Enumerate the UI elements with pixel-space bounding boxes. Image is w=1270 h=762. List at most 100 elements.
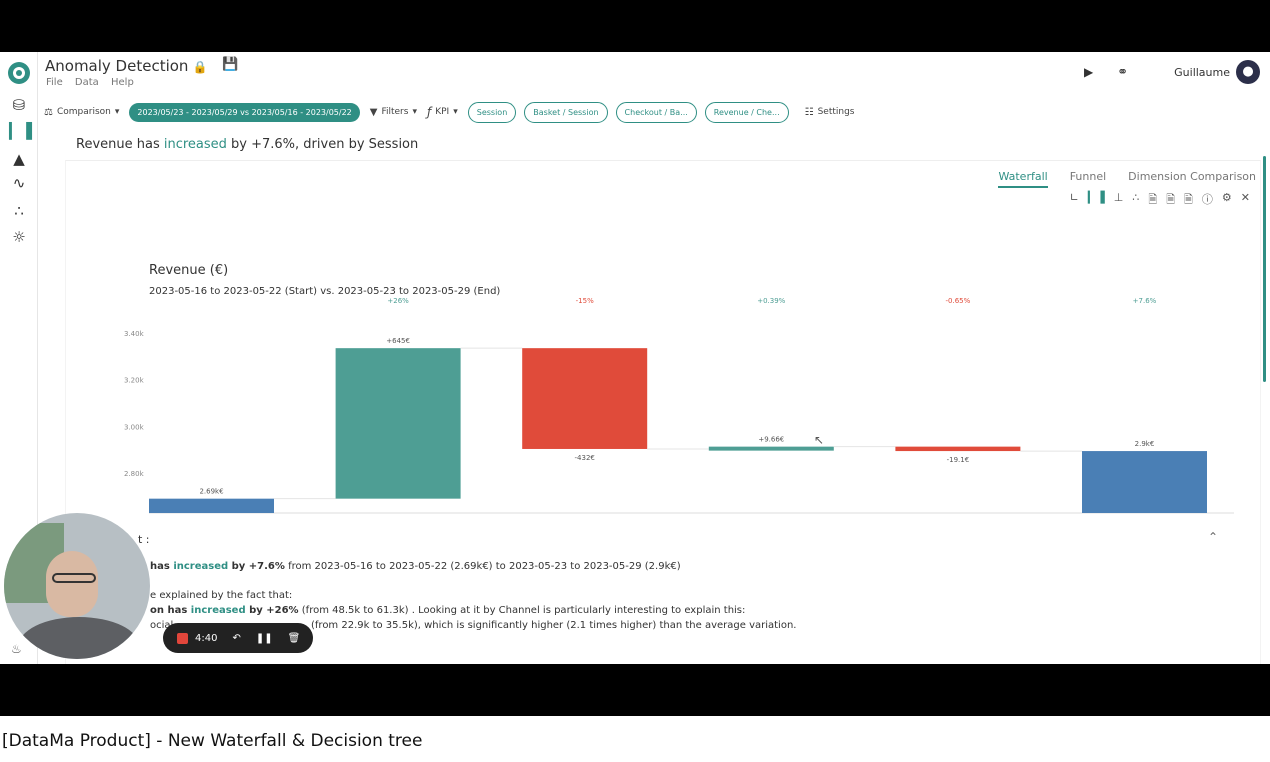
bar-value-label: +9.66€ bbox=[758, 436, 784, 444]
pause-icon[interactable]: ❚❚ bbox=[255, 632, 273, 644]
app-title: Anomaly Detection 🔒 bbox=[45, 57, 207, 75]
view-tabs: Waterfall Funnel Dimension Comparison bbox=[976, 170, 1256, 188]
scatter-icon[interactable]: ∴ bbox=[14, 202, 24, 220]
info-icon[interactable]: ⓘ bbox=[1201, 193, 1213, 206]
comparison-dropdown[interactable]: ⚖ Comparison ▾ bbox=[44, 107, 119, 118]
histogram-icon[interactable]: ▲ bbox=[13, 150, 25, 168]
download-icon[interactable]: 🗎 bbox=[1184, 193, 1193, 206]
webcam-person-body bbox=[18, 617, 140, 659]
kpi-dropdown[interactable]: ƒ KPI ▾ bbox=[427, 105, 458, 119]
database-icon[interactable]: ⛁ bbox=[12, 96, 26, 114]
function-icon: ƒ bbox=[426, 105, 432, 119]
filters-label: Filters bbox=[381, 107, 409, 117]
page-headline: Revenue has increased by +7.6%, driven b… bbox=[76, 137, 418, 152]
bar-value-label: -19.1€ bbox=[947, 456, 970, 464]
user-name[interactable]: Guillaume bbox=[1174, 65, 1230, 79]
tab-funnel[interactable]: Funnel bbox=[1069, 170, 1107, 183]
bar-total bbox=[149, 498, 274, 513]
bar-up bbox=[335, 348, 461, 499]
bar-pct-label: +7.6% bbox=[1133, 297, 1157, 305]
bell-icon[interactable]: ♨ bbox=[11, 642, 22, 656]
record-time: 4:40 bbox=[195, 632, 218, 644]
chevron-up-icon[interactable]: ⌃ bbox=[1207, 530, 1218, 544]
main-content: Revenue has increased by +7.6%, driven b… bbox=[38, 128, 1270, 664]
trash-icon[interactable]: 🗑 bbox=[287, 632, 301, 644]
analysis-line-3-rest: (from 48.5k to 61.3k) . Looking at it by… bbox=[298, 605, 746, 616]
analysis-line-1-pre: has bbox=[150, 561, 174, 572]
close-icon[interactable]: ✕ bbox=[1240, 191, 1250, 204]
top-right-controls: ▶ ⚭ Guillaume ● bbox=[1084, 60, 1260, 84]
analysis-line-3-verb: increased bbox=[190, 605, 246, 616]
analysis-line-1-pct: by +7.6% bbox=[228, 561, 285, 572]
waterfall-icon[interactable]: ▎▐ bbox=[9, 122, 33, 140]
filter-icon: ▼ bbox=[369, 106, 378, 118]
analysis-line-1-verb: increased bbox=[173, 561, 229, 572]
chart-card bbox=[65, 160, 1261, 664]
analysis-line-4b: (from 22.9k to 35.5k), which is signific… bbox=[311, 620, 797, 631]
bar-pct-label: -15% bbox=[576, 297, 594, 305]
menu-data[interactable]: Data bbox=[74, 77, 99, 88]
axis-icon[interactable]: ∟ bbox=[1069, 191, 1079, 204]
bar-pct-label: +0.39% bbox=[757, 297, 785, 305]
webcam-glasses bbox=[52, 573, 96, 583]
scale-icon: ⚖ bbox=[44, 106, 53, 118]
kpi-pill-session[interactable]: Session bbox=[467, 101, 517, 123]
headline-prefix: Revenue has bbox=[76, 137, 164, 152]
sliders-icon: ☷ bbox=[804, 106, 814, 118]
bar-pct-label: +26% bbox=[387, 297, 409, 305]
avatar[interactable]: ● bbox=[1236, 60, 1260, 84]
line-chart-icon[interactable]: ∿ bbox=[12, 174, 26, 192]
analysis-line-3-pre: on has bbox=[150, 605, 191, 616]
recording-controls: 4:40 ↶ ❚❚ 🗑 bbox=[163, 623, 313, 653]
kpi-pill-basket-session[interactable]: Basket / Session bbox=[524, 101, 608, 123]
mouse-cursor-icon: ↖ bbox=[814, 433, 825, 447]
export-icon[interactable]: 🗎 bbox=[1166, 193, 1176, 206]
datama-logo-icon[interactable] bbox=[8, 62, 30, 84]
headline-verb: increased bbox=[163, 137, 227, 152]
y-tick-label: 3.20k bbox=[124, 377, 145, 385]
waterfall-chart: Revenue (€) 2023-05-16 to 2023-05-22 (Sta… bbox=[124, 263, 1234, 514]
bar-value-label: 2.9k€ bbox=[1135, 440, 1155, 448]
bar-down bbox=[522, 348, 648, 449]
filters-dropdown[interactable]: ▼ Filters ▾ bbox=[370, 107, 417, 118]
bar-value-label: +645€ bbox=[386, 337, 410, 345]
y-tick-label: 2.80k bbox=[124, 470, 145, 478]
bug-icon[interactable]: ☼ bbox=[12, 228, 26, 246]
analysis-line-2: e explained by the fact that: bbox=[150, 590, 293, 601]
analysis-line-1: has increased by +7.6% from 2023-05-16 t… bbox=[150, 561, 681, 572]
stop-record-icon[interactable] bbox=[177, 632, 188, 644]
webcam-person-head bbox=[46, 551, 98, 617]
settings-gear-icon[interactable]: ⚙ bbox=[1221, 191, 1232, 204]
tab-waterfall[interactable]: Waterfall bbox=[998, 170, 1048, 188]
settings-button[interactable]: ☷ Settings bbox=[805, 107, 855, 118]
lock-icon: 🔒 bbox=[192, 60, 208, 74]
menu-help[interactable]: Help bbox=[111, 77, 134, 88]
tab-dimension-comparison[interactable]: Dimension Comparison bbox=[1128, 170, 1256, 183]
document-icon[interactable]: 🗎 bbox=[1148, 193, 1158, 206]
play-icon[interactable]: ▶ bbox=[1084, 65, 1094, 79]
comparison-label: Comparison bbox=[56, 107, 111, 117]
scrollbar[interactable] bbox=[1263, 156, 1266, 382]
bar-pct-label: -0.65% bbox=[946, 297, 971, 305]
letterbox-bottom bbox=[0, 664, 1270, 716]
y-tick-label: 3.40k bbox=[124, 330, 145, 338]
letterbox-top bbox=[0, 0, 1270, 52]
save-icon[interactable]: 💾 bbox=[222, 57, 239, 72]
date-range-pill[interactable]: 2023/05/23 - 2023/05/29 vs 2023/05/16 - … bbox=[129, 102, 360, 122]
kpi-pill-revenue-checkout[interactable]: Revenue / Che... bbox=[704, 101, 789, 123]
menu-bar: File Data Help bbox=[46, 77, 143, 88]
app-title-text: Anomaly Detection bbox=[45, 57, 189, 75]
menu-file[interactable]: File bbox=[46, 77, 63, 88]
waterfall-view-icon[interactable]: ▎▐ bbox=[1087, 191, 1105, 204]
bar-down bbox=[895, 446, 1021, 452]
undo-icon[interactable]: ↶ bbox=[232, 632, 241, 644]
y-tick-label: 3.00k bbox=[124, 423, 145, 431]
analysis-line-1-rest: from 2023-05-16 to 2023-05-22 (2.69k€) t… bbox=[284, 561, 681, 572]
tree-icon[interactable]: ⊥ bbox=[1113, 191, 1124, 204]
bar-value-label: -432€ bbox=[575, 454, 595, 462]
scatter-view-icon[interactable]: ∴ bbox=[1132, 191, 1140, 204]
kpi-pill-checkout-basket[interactable]: Checkout / Ba... bbox=[615, 101, 697, 123]
chevron-down-icon: ▾ bbox=[412, 107, 417, 117]
share-icon[interactable]: ⚭ bbox=[1117, 64, 1129, 80]
chevron-down-icon: ▾ bbox=[453, 107, 458, 117]
